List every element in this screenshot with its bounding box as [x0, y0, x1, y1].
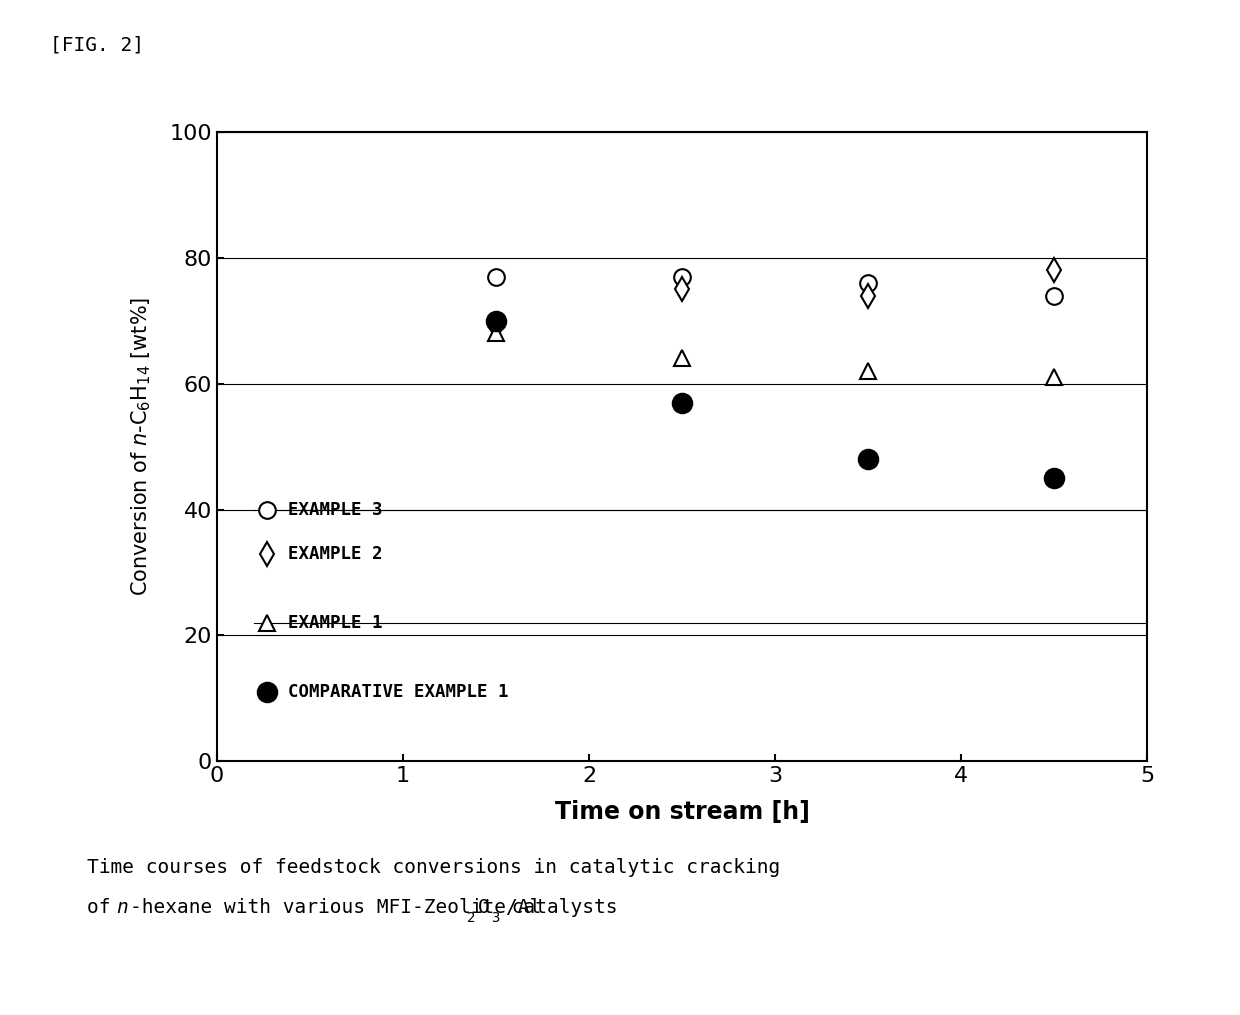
Text: O: O [477, 898, 489, 918]
X-axis label: Time on stream [h]: Time on stream [h] [554, 800, 810, 824]
Y-axis label: Conversion of $n$-C$_6$H$_{14}$ [wt%]: Conversion of $n$-C$_6$H$_{14}$ [wt%] [129, 297, 153, 596]
Text: [FIG. 2]: [FIG. 2] [50, 36, 144, 55]
Text: 3: 3 [491, 911, 500, 926]
Text: EXAMPLE 2: EXAMPLE 2 [288, 545, 382, 562]
Text: n: n [117, 898, 128, 918]
Text: Time courses of feedstock conversions in catalytic cracking: Time courses of feedstock conversions in… [87, 858, 780, 877]
Text: COMPARATIVE EXAMPLE 1: COMPARATIVE EXAMPLE 1 [288, 683, 508, 701]
Text: -hexane with various MFI-Zeolite/Al: -hexane with various MFI-Zeolite/Al [130, 898, 542, 918]
Text: catalysts: catalysts [500, 898, 618, 918]
Text: EXAMPLE 3: EXAMPLE 3 [288, 500, 382, 519]
Text: of: of [87, 898, 122, 918]
Text: EXAMPLE 1: EXAMPLE 1 [288, 614, 382, 631]
Text: 2: 2 [467, 911, 476, 926]
